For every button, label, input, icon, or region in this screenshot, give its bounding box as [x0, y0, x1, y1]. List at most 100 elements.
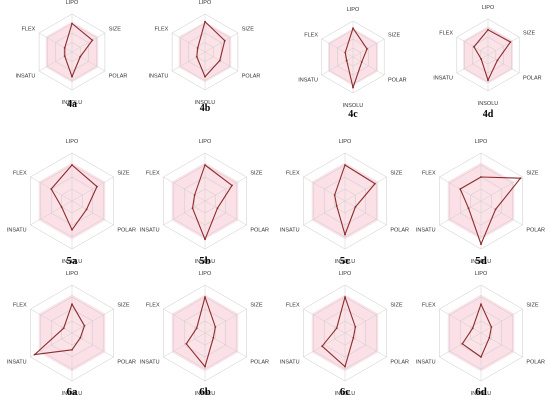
radar-point-size: [96, 185, 98, 188]
radar-panel-6a: LIPO SIZE POLAR INSOLU INSATU FLEX 6a: [7, 271, 136, 398]
axis-label-insolu: INSOLU: [62, 391, 83, 397]
axis-label-insolu: INSOLU: [335, 259, 356, 265]
radar-point-lipo: [480, 176, 482, 178]
radar-point-polar: [360, 61, 363, 63]
radar-point-insolu: [480, 356, 482, 358]
radar-point-polar: [212, 336, 215, 339]
radar-point-insatu: [185, 342, 188, 345]
axis-label-lipo: LIPO: [199, 271, 212, 277]
radar-point-size: [223, 39, 226, 42]
radar-spoke-flex: [439, 308, 482, 334]
axis-label-lipo: LIPO: [199, 139, 212, 145]
radar-spoke-size: [487, 36, 520, 56]
axis-label-flex: FLEX: [422, 303, 436, 309]
axis-label-flex: FLEX: [286, 171, 300, 177]
radar-spoke-polar: [344, 200, 387, 226]
axis-label-size: SIZE: [390, 171, 403, 177]
axis-label-lipo: LIPO: [339, 271, 352, 277]
radar-point-polar: [354, 206, 357, 208]
axis-label-flex: FLEX: [286, 303, 300, 309]
radar-panel-6b: LIPO SIZE POLAR INSOLU INSATU FLEX 6b: [140, 271, 269, 398]
radar-spoke-polar: [71, 200, 114, 226]
radar-point-flex: [50, 188, 53, 190]
radar-panel-5a: LIPO SIZE POLAR INSOLU INSATU FLEX 5a: [7, 139, 136, 267]
radar-point-flex: [459, 188, 462, 190]
axis-label-size: SIZE: [526, 171, 539, 177]
axis-label-size: SIZE: [390, 303, 403, 309]
axis-label-size: SIZE: [117, 171, 130, 177]
axis-label-polar: POLAR: [526, 228, 545, 234]
panel-label: 6d: [475, 386, 487, 398]
radar-point-insatu: [33, 353, 36, 356]
radar-point-size: [354, 326, 357, 328]
axis-label-insatu: INSATU: [280, 360, 300, 366]
radar-spoke-size: [344, 308, 387, 334]
radar-point-insatu: [63, 55, 66, 58]
radar-spoke-size: [480, 308, 523, 334]
axis-label-flex: FLEX: [13, 171, 27, 177]
radar-spoke-flex: [321, 38, 354, 58]
axis-label-insolu: INSOLU: [478, 101, 499, 107]
radar-point-insolu: [204, 365, 206, 368]
radar-point-flex: [473, 46, 475, 48]
panel-label: 6a: [67, 386, 79, 398]
axis-label-insatu: INSATU: [433, 76, 453, 82]
radar-spoke-insatu: [303, 200, 346, 226]
radar-spoke-polar: [480, 200, 523, 226]
radar-point-insolu: [480, 243, 482, 246]
radar-spoke-polar: [352, 56, 385, 76]
axis-label-insatu: INSATU: [7, 360, 27, 366]
axis-label-insatu: INSATU: [416, 228, 436, 234]
radar-point-polar: [494, 208, 497, 211]
radar-point-polar: [488, 336, 491, 339]
axis-label-insolu: INSOLU: [471, 391, 492, 397]
radar-spoke-size: [480, 176, 523, 202]
radar-point-flex: [195, 327, 198, 330]
axis-label-insatu: INSATU: [416, 360, 436, 366]
radar-spoke-size: [71, 32, 106, 53]
radar-point-flex: [471, 327, 474, 330]
axis-label-flex: FLEX: [155, 27, 169, 33]
panel-label: 5c: [340, 255, 351, 267]
axis-label-insatu: INSATU: [149, 74, 169, 80]
axis-label-size: SIZE: [523, 31, 536, 37]
axis-label-insatu: INSATU: [280, 228, 300, 234]
radar-spoke-size: [204, 176, 247, 202]
radar-panel-4b: LIPO SIZE POLAR INSOLU INSATU FLEX 4b: [149, 0, 261, 114]
radar-point-insatu: [60, 206, 63, 208]
radar-spoke-polar: [487, 54, 520, 74]
radar-point-flex: [63, 46, 66, 49]
axis-label-polar: POLAR: [388, 78, 407, 84]
axis-label-insatu: INSATU: [7, 228, 27, 234]
axis-label-insatu: INSATU: [16, 74, 36, 80]
radar-point-flex: [344, 51, 347, 54]
radar-point-flex: [335, 327, 338, 330]
axis-label-polar: POLAR: [117, 228, 136, 234]
radar-spoke-size: [204, 308, 247, 334]
radar-point-lipo: [204, 164, 206, 166]
radar-point-insolu: [71, 348, 73, 351]
radar-point-polar: [79, 55, 82, 58]
radar-spoke-polar: [480, 332, 523, 358]
radar-panel-4c: LIPO SIZE POLAR INSOLU INSATU FLEX 4c: [298, 7, 406, 120]
radar-point-size: [214, 326, 217, 328]
radar-spoke-flex: [163, 308, 206, 334]
axis-label-lipo: LIPO: [66, 0, 79, 6]
axis-label-polar: POLAR: [250, 228, 269, 234]
radar-point-insatu: [345, 59, 348, 62]
axis-label-insolu: INSOLU: [62, 259, 83, 265]
radar-point-insatu: [461, 342, 464, 345]
radar-point-flex: [62, 327, 65, 330]
axis-label-insolu: INSOLU: [335, 391, 356, 397]
radar-panel-4d: LIPO SIZE POLAR INSOLU INSATU FLEX 4d: [433, 5, 541, 120]
axis-label-lipo: LIPO: [339, 139, 352, 145]
radar-point-insatu: [191, 207, 194, 210]
radar-panel-5b: LIPO SIZE POLAR INSOLU INSATU FLEX 5b: [140, 139, 269, 267]
radar-spoke-flex: [303, 308, 346, 334]
radar-point-insatu: [480, 58, 483, 60]
radar-point-lipo: [487, 28, 489, 31]
radar-point-size: [91, 39, 94, 42]
radar-spoke-flex: [163, 176, 206, 202]
axis-label-flex: FLEX: [22, 27, 36, 33]
